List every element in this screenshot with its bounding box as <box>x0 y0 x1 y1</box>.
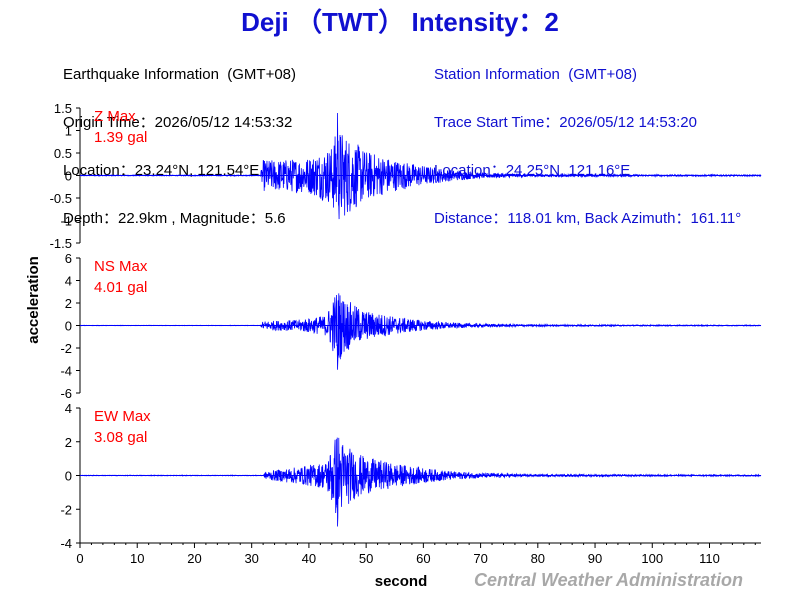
y-tick-label: 4 <box>65 274 72 289</box>
y-tick-label: -2 <box>60 341 72 356</box>
depth-magnitude: Depth：22.9km , Magnitude：5.6 <box>63 210 286 227</box>
y-tick-label: 0 <box>65 169 72 184</box>
x-tick-label: 0 <box>76 551 83 566</box>
chart-title: Deji （TWT） Intensity：2 <box>241 7 559 37</box>
y-tick-label: 0 <box>65 319 72 334</box>
y-tick-label: -1 <box>60 214 72 229</box>
x-tick-label: 10 <box>130 551 144 566</box>
x-axis-title: second <box>375 573 428 590</box>
y-tick-label: -0.5 <box>50 191 72 206</box>
x-tick-label: 90 <box>588 551 602 566</box>
y-tick-label: 4 <box>65 401 72 416</box>
component-max-label: 3.08 gal <box>94 429 147 446</box>
y-tick-label: -6 <box>60 386 72 401</box>
x-tick-label: 80 <box>531 551 545 566</box>
y-tick-label: 0 <box>65 469 72 484</box>
station-info-header: Station Information (GMT+08) <box>434 66 637 83</box>
station-info: Station Information (GMT+08) Trace Start… <box>434 35 741 243</box>
trace-start-time: Trace Start Time：2026/05/12 14:53:20 <box>434 114 697 131</box>
distance-azimuth: Distance：118.01 km, Back Azimuth：161.11° <box>434 210 742 227</box>
y-tick-label: 1.5 <box>54 101 72 116</box>
component-max-label: 4.01 gal <box>94 279 147 296</box>
component-max-label: 1.39 gal <box>94 129 147 146</box>
origin-time: Origin Time：2026/05/12 14:53:32 <box>63 114 293 131</box>
earthquake-info: Earthquake Information (GMT+08) Origin T… <box>63 35 296 243</box>
y-tick-label: -4 <box>60 364 72 379</box>
x-tick-label: 70 <box>473 551 487 566</box>
x-tick-label: 30 <box>244 551 258 566</box>
y-tick-label: 1 <box>65 124 72 139</box>
y-tick-label: 2 <box>65 296 72 311</box>
x-tick-label: 110 <box>699 551 720 566</box>
waveform-trace <box>79 293 762 370</box>
y-axis-title: acceleration <box>25 256 42 344</box>
y-tick-label: 2 <box>65 435 72 450</box>
x-tick-label: 20 <box>187 551 201 566</box>
x-tick-label: 40 <box>302 551 316 566</box>
y-tick-label: 6 <box>65 251 72 266</box>
y-tick-label: -2 <box>60 502 72 517</box>
component-label: EW Max <box>94 408 151 425</box>
component-label: NS Max <box>94 258 148 275</box>
waveform-trace <box>79 437 762 527</box>
x-tick-label: 100 <box>641 551 663 566</box>
x-tick-label: 60 <box>416 551 430 566</box>
earthquake-info-header: Earthquake Information (GMT+08) <box>63 66 297 83</box>
agency-credit: Central Weather Administration <box>474 570 744 590</box>
waveform-trace <box>79 112 762 220</box>
epicenter-location: Location：23.24°N, 121.54°E <box>63 162 260 179</box>
x-tick-label: 50 <box>359 551 373 566</box>
y-tick-label: -1.5 <box>50 236 72 251</box>
y-tick-label: -4 <box>60 536 72 551</box>
y-tick-label: 0.5 <box>54 146 72 161</box>
component-label: Z Max <box>94 108 136 125</box>
